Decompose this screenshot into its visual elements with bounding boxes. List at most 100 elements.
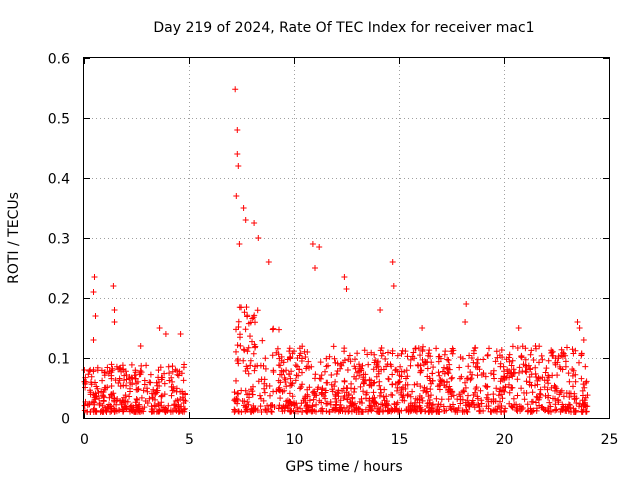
roti-point [261,389,268,396]
roti-point [406,406,413,412]
roti-point [181,408,188,415]
roti-point [382,404,389,410]
roti-point [265,259,272,265]
roti-point [238,304,245,311]
roti-point [312,265,318,271]
roti-point [105,405,112,411]
roti-point [506,381,512,388]
roti-point [581,384,588,391]
roti-point [176,409,182,415]
roti-point [474,395,481,402]
chart-title: Day 219 of 2024, Rate Of TEC Index for r… [153,20,534,36]
roti-point [358,367,365,374]
roti-point [523,369,530,376]
roti-point [413,403,420,410]
roti-point [247,357,254,364]
roti-point [305,358,312,365]
roti-point [243,304,250,311]
roti-point [378,401,384,408]
roti-point [322,368,328,375]
roti-point [261,385,268,392]
roti-point [457,375,463,382]
roti-point [465,363,472,370]
roti-point [530,357,537,363]
roti-point [279,408,286,415]
roti-point [530,398,536,405]
roti-point [442,348,449,355]
roti-point [548,384,555,391]
roti-point [545,357,552,364]
roti-point [435,369,442,376]
roti-point [291,348,297,355]
roti-point [472,344,479,351]
roti-point [404,381,411,388]
roti-point [306,364,312,371]
roti-point [270,367,277,374]
roti-point [326,353,333,360]
roti-point [464,375,471,382]
roti-point [418,394,425,401]
roti-point [303,405,310,411]
roti-point [514,392,521,399]
roti-point [158,393,165,400]
roti-point [90,289,97,295]
roti-point [580,392,586,399]
roti-point [417,352,423,359]
roti-point [346,408,353,414]
roti-point [302,354,309,360]
roti-point [583,408,590,415]
roti-point [438,396,445,403]
roti-point [371,379,378,386]
roti-point [172,366,179,373]
roti-point [267,392,273,399]
roti-point [509,403,516,410]
roti-point [312,371,319,378]
roti-point [352,365,359,372]
roti-point [389,381,396,388]
roti-point [292,377,299,384]
roti-point [180,364,187,371]
roti-point [242,217,249,223]
roti-point [425,393,432,400]
roti-point [565,408,572,415]
roti-point [529,389,536,396]
roti-point [335,408,342,415]
roti-point [448,375,455,382]
roti-point [394,352,401,359]
roti-point [235,318,242,325]
roti-point [155,367,162,374]
roti-point [434,408,441,415]
roti-point [352,356,358,363]
roti-point [533,393,540,400]
roti-point [528,371,535,378]
roti-point [143,362,150,369]
roti-point [459,389,466,396]
roti-point [286,390,293,397]
roti-point [533,407,540,414]
roti-point [510,395,517,402]
roti-point [167,409,174,415]
roti-point [358,395,365,402]
roti-point [550,395,556,402]
roti-point [497,398,503,405]
roti-point [234,396,241,403]
roti-point [275,386,282,393]
roti-point [117,364,124,371]
roti-point [83,379,90,385]
roti-point [477,387,484,394]
roti-point [583,379,589,386]
roti-point [403,407,410,414]
roti-point [485,398,492,405]
roti-point [105,370,112,377]
roti-point [389,392,396,399]
roti-point [498,409,505,415]
roti-point [87,366,94,373]
roti-point [580,337,587,343]
roti-point [558,346,565,353]
roti-point [556,363,563,370]
roti-point [87,387,93,394]
roti-point [117,383,124,390]
roti-point [434,404,441,410]
roti-point [482,373,489,380]
roti-point [373,373,380,380]
